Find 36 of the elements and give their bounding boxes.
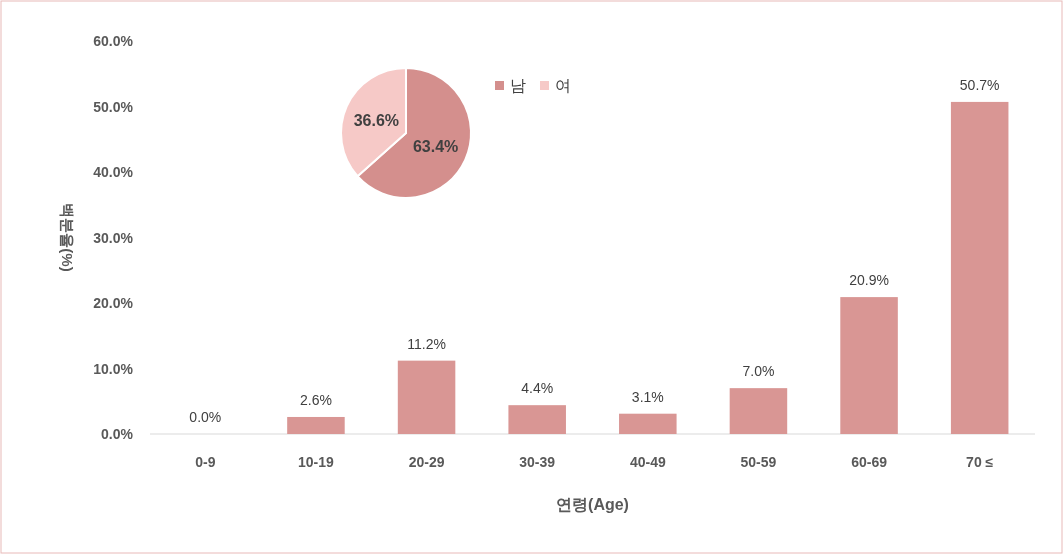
x-tick-label: 40-49: [629, 454, 666, 470]
x-tick-label: 70 ≤: [966, 454, 994, 470]
legend-label: 여: [555, 77, 571, 94]
data-label: 2.6%: [299, 391, 332, 408]
y-axis-title: 백분율(%): [59, 203, 76, 272]
y-tick-label: 30.0%: [93, 229, 134, 246]
x-tick-label: 50-59: [740, 454, 777, 470]
y-tick-label: 50.0%: [93, 98, 134, 115]
data-label: 3.1%: [631, 388, 664, 405]
x-axis-title: 연령(Age): [556, 496, 629, 513]
x-tick-label: 20-29: [408, 454, 445, 470]
bar: [840, 297, 898, 434]
y-tick-label: 20.0%: [93, 295, 134, 311]
data-label: 20.9%: [849, 272, 889, 289]
data-label: 11.2%: [407, 335, 446, 352]
bar: [950, 101, 1009, 434]
x-tick-label: 10-19: [298, 454, 335, 470]
data-label: 63.4%: [412, 138, 459, 156]
bar: [397, 360, 456, 434]
y-tick-label: 10.0%: [93, 360, 134, 377]
legend-label: 남: [510, 77, 526, 94]
data-label: 36.6%: [353, 111, 400, 129]
data-label: 4.4%: [521, 380, 554, 397]
bar: [619, 413, 677, 434]
y-tick-label: 40.0%: [93, 164, 134, 180]
y-tick-label: 60.0%: [93, 33, 134, 49]
x-tick-label: 30-39: [519, 454, 556, 470]
x-tick-label: 60-69: [851, 454, 888, 470]
data-label: 7.0%: [742, 363, 775, 380]
x-tick-label: 0-9: [195, 454, 216, 470]
data-label: 0.0%: [189, 409, 222, 425]
bar: [508, 405, 566, 434]
bar: [729, 388, 788, 434]
data-label: 50.7%: [959, 76, 1000, 93]
bar: [287, 416, 345, 434]
y-tick-label: 0.0%: [101, 426, 134, 442]
